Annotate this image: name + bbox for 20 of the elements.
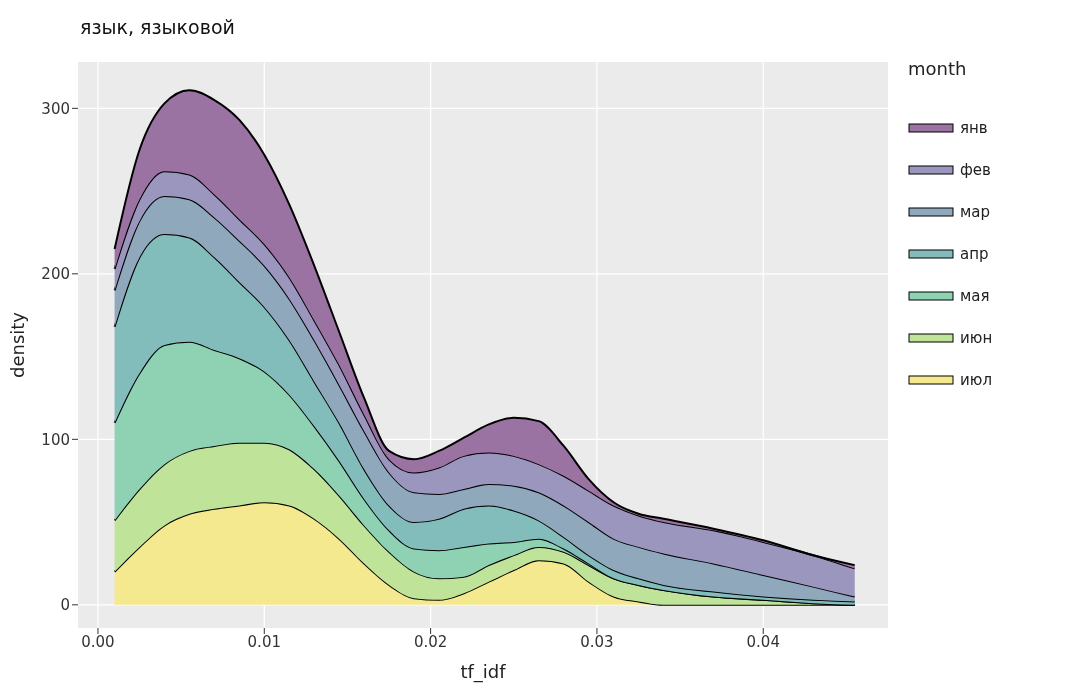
legend-label: янв: [960, 119, 988, 137]
legend-label: июл: [960, 371, 992, 389]
legend-title: month: [908, 58, 968, 79]
y-tick-label: 200: [41, 265, 70, 284]
legend-label: мая: [960, 287, 990, 305]
legend-label: апр: [960, 245, 989, 263]
chart-title: язык, языковой: [80, 16, 235, 38]
x-tick-label: 0.01: [247, 632, 281, 651]
legend-label: мар: [960, 203, 991, 221]
x-tick-label: 0.00: [81, 632, 115, 651]
x-axis-title: tf_idf: [460, 661, 507, 683]
x-tick-label: 0.03: [580, 632, 614, 651]
y-tick-label: 100: [41, 430, 70, 449]
y-axis-title: density: [7, 311, 29, 378]
y-tick-label: 0: [60, 596, 70, 615]
y-tick-label: 300: [41, 99, 70, 118]
legend-label: июн: [960, 329, 993, 347]
x-tick-label: 0.04: [746, 632, 780, 651]
legend-label: фев: [960, 161, 991, 179]
x-tick-label: 0.02: [413, 632, 448, 651]
